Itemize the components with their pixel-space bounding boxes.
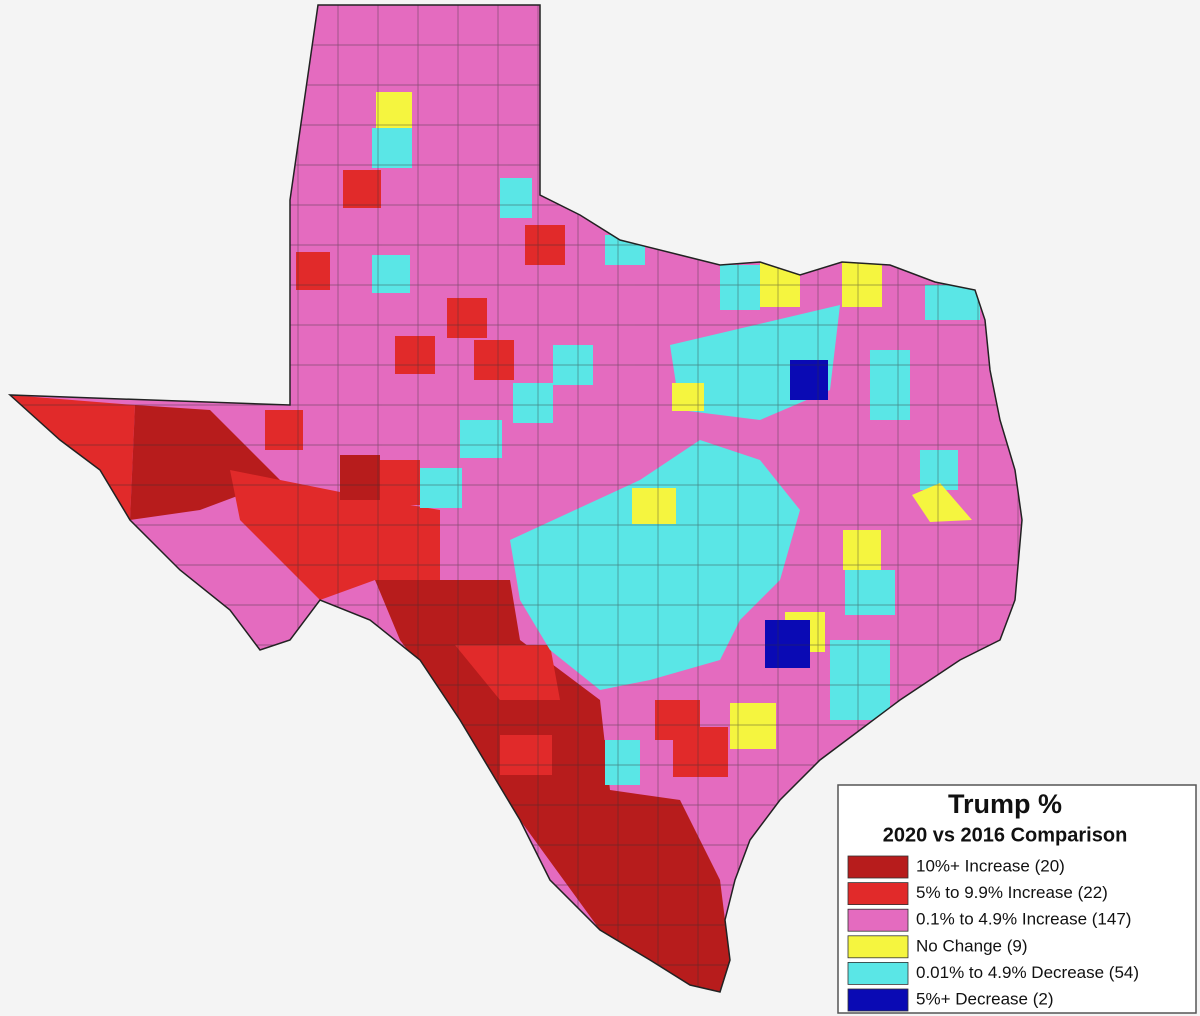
county-area [673, 727, 728, 777]
county-area [605, 235, 645, 265]
county-area [340, 455, 380, 500]
county-area [460, 420, 502, 458]
county-area [380, 460, 420, 505]
county-area [830, 640, 890, 720]
county-area [672, 383, 704, 411]
legend-subtitle: 2020 vs 2016 Comparison [883, 824, 1128, 846]
legend-swatch [847, 935, 909, 959]
county-area [925, 285, 980, 320]
county-area [296, 252, 330, 290]
county-area [843, 530, 881, 570]
county-area [842, 262, 882, 307]
legend-swatch [847, 908, 909, 932]
county-area [372, 128, 412, 168]
county-area [605, 740, 640, 785]
county-area [845, 570, 895, 615]
legend-swatch [847, 988, 909, 1012]
legend-swatch [847, 855, 909, 879]
county-area [10, 395, 135, 520]
county-area [500, 178, 532, 218]
county-area [343, 170, 381, 208]
legend-title: Trump % [948, 789, 1062, 819]
county-area [730, 703, 776, 749]
county-area [500, 735, 552, 775]
legend-label: No Change (9) [916, 936, 1028, 955]
county-area [474, 340, 514, 380]
legend-label: 0.1% to 4.9% Increase (147) [916, 910, 1131, 929]
legend-label: 10%+ Increase (20) [916, 856, 1065, 875]
legend-items: 10%+ Increase (20) 5% to 9.9% Increase (2… [847, 855, 1139, 1012]
county-area [912, 483, 972, 522]
legend-label: 5%+ Decrease (2) [916, 989, 1053, 1008]
county-area [420, 468, 462, 508]
legend: Trump % 2020 vs 2016 Comparison 10%+ Inc… [837, 784, 1197, 1014]
legend-swatch [847, 962, 909, 985]
county-area [632, 488, 676, 524]
legend-label: 5% to 9.9% Increase (22) [916, 883, 1108, 902]
county-area [790, 360, 828, 400]
county-area [376, 92, 412, 128]
county-area [513, 383, 553, 423]
county-area [265, 410, 303, 450]
county-area [395, 336, 435, 374]
county-area [920, 450, 958, 490]
legend-label: 0.01% to 4.9% Decrease (54) [916, 963, 1139, 982]
county-area [870, 350, 910, 420]
county-area [447, 298, 487, 338]
legend-swatch [847, 882, 909, 905]
county-area [455, 645, 560, 700]
county-area [765, 620, 810, 668]
county-area [720, 265, 760, 310]
